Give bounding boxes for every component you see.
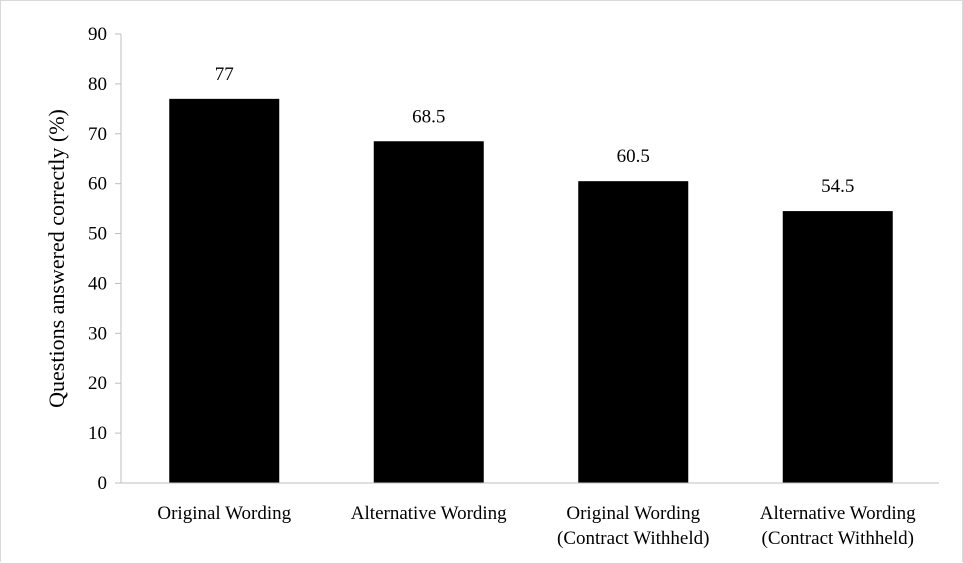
bars: 77 68.5 60.5 54.5 xyxy=(169,64,893,483)
x-category-label: Alternative Wording xyxy=(351,503,507,524)
x-category-label: (Contract Withheld) xyxy=(762,528,914,549)
y-tick-label: 30 xyxy=(88,323,107,344)
y-tick-label: 60 xyxy=(88,174,107,195)
y-tick-label: 90 xyxy=(88,24,107,45)
y-axis-title: Questions answered correctly (%) xyxy=(44,109,69,408)
bar xyxy=(578,181,689,483)
x-axis: Original Wording Alternative Wording Origi… xyxy=(121,482,939,549)
bar-data-label: 68.5 xyxy=(412,106,445,127)
x-category-label: (Contract Withheld) xyxy=(557,528,709,549)
y-tick-label: 50 xyxy=(88,224,107,245)
y-tick-label: 40 xyxy=(88,273,107,294)
bar xyxy=(782,211,893,483)
y-tick-label: 70 xyxy=(88,124,107,145)
y-tick-label: 80 xyxy=(88,74,107,95)
x-category-label: Alternative Wording xyxy=(760,503,916,524)
bar-data-label: 60.5 xyxy=(617,146,650,167)
y-tick-label: 10 xyxy=(88,423,107,444)
x-category-label: Original Wording xyxy=(157,503,291,524)
y-tick-label: 20 xyxy=(88,373,107,394)
bar-data-label: 54.5 xyxy=(821,176,854,197)
y-axis: 0 10 20 30 40 50 60 70 80 90 xyxy=(88,24,122,494)
bar-data-label: 77 xyxy=(215,64,234,85)
bar xyxy=(169,98,280,483)
y-tick-label: 0 xyxy=(98,473,108,494)
bar xyxy=(373,141,484,483)
x-category-label: Original Wording xyxy=(566,503,700,524)
